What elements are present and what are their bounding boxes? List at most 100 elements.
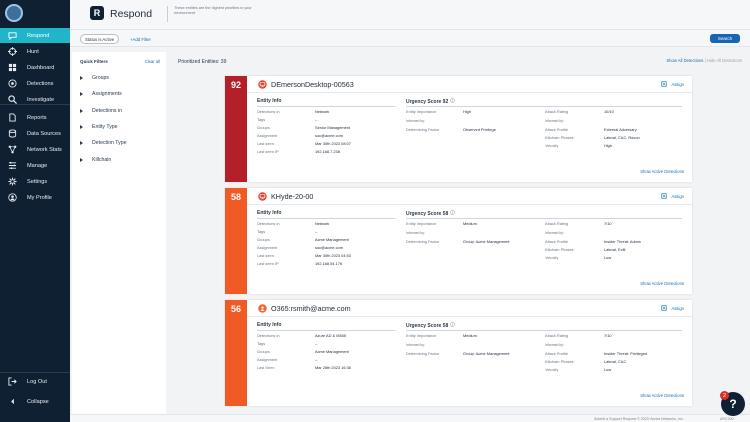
reports-icon bbox=[8, 113, 17, 122]
entity-card[interactable]: 56 O365:rsmith@acme.com Assign Entity Info D… bbox=[225, 300, 692, 406]
nav-divider bbox=[0, 104, 70, 105]
version-label: ARC200 bbox=[720, 417, 734, 421]
assign-button[interactable]: Assign bbox=[661, 81, 684, 87]
determining-factor-label: Determining Factor bbox=[406, 351, 440, 356]
nav-item-reports[interactable]: Reports bbox=[0, 110, 70, 125]
nav-item-label: My Profile bbox=[27, 194, 52, 201]
quick-filter-label: Detection Type bbox=[92, 140, 127, 147]
show-all-detections-link[interactable]: Show All Detections bbox=[666, 58, 704, 63]
quick-filter-label: Entity Type bbox=[92, 123, 118, 130]
velocity-label: Velocity bbox=[545, 255, 559, 260]
urgency-score-heading: Urgency Score 58 bbox=[406, 322, 456, 329]
info-label: Detections in bbox=[257, 333, 280, 338]
entity-name[interactable]: KHyde-20-00 bbox=[271, 192, 314, 201]
info-value: -- bbox=[315, 341, 318, 346]
nav-item-respond[interactable]: Respond bbox=[0, 28, 70, 43]
card-divider bbox=[247, 204, 692, 205]
sidebar: Respond Hunt Dashboard Detections Investigat… bbox=[0, 0, 70, 422]
entity-name[interactable]: O365:rsmith@acme.com bbox=[271, 304, 351, 313]
nav-item-manage[interactable]: Manage bbox=[0, 158, 70, 173]
logout-icon bbox=[8, 377, 17, 386]
urgency-score-heading: Urgency Score 92 bbox=[406, 98, 456, 105]
nav-item-log-out[interactable]: Log Out bbox=[0, 374, 70, 389]
info-value: Mar 30th 2023 04:53 bbox=[315, 253, 351, 258]
info-value: -- bbox=[315, 357, 318, 362]
entity-card[interactable]: 92 DEmersonDesktop-00563 Assign Entity Info… bbox=[225, 76, 692, 182]
status-filter-chip[interactable]: Status is Active bbox=[80, 34, 120, 44]
quick-filter-detection-type[interactable]: Detection Type bbox=[80, 140, 127, 146]
filter-bar: Status is Active +Add Filter Search bbox=[70, 30, 750, 47]
expand-arrow-icon bbox=[80, 92, 83, 97]
quick-filters-title: Quick Filters bbox=[80, 59, 108, 64]
info-value: Network bbox=[315, 221, 330, 226]
nav-item-collapse[interactable]: Collapse bbox=[0, 394, 70, 409]
dashboard-icon bbox=[8, 63, 17, 72]
info-label: Last seen bbox=[257, 141, 274, 146]
urgency-score-label: Urgency Score 58 bbox=[406, 322, 449, 329]
info-value: Senior Management bbox=[315, 125, 351, 130]
info-value: soc@acme.com bbox=[315, 245, 343, 250]
card-divider bbox=[247, 316, 692, 317]
info-value: Acme Management bbox=[315, 237, 349, 242]
app-logo[interactable] bbox=[5, 4, 23, 22]
show-active-detections-link[interactable]: Show Active Detections bbox=[640, 393, 684, 398]
section-divider bbox=[257, 106, 395, 107]
info-label: Last Seen bbox=[257, 365, 275, 370]
attack-rating-value: 7/10 bbox=[604, 333, 612, 338]
info-value: Mar 28th 2023 16:38 bbox=[315, 365, 351, 370]
hide-all-detections-link[interactable]: Hide All Detections bbox=[706, 58, 742, 63]
page-title: Respond bbox=[110, 8, 153, 20]
nav-item-data-sources[interactable]: Data Sources bbox=[0, 126, 70, 141]
assign-icon bbox=[661, 81, 668, 87]
section-divider bbox=[257, 330, 395, 331]
attack-rating-value: 10/10 bbox=[604, 109, 614, 114]
urgency-score-badge: 92 bbox=[225, 76, 247, 182]
killchain-phases-value: Lateral, C&C bbox=[604, 359, 627, 364]
assign-label: Assign bbox=[671, 193, 684, 199]
respond-logo-icon: R bbox=[90, 6, 104, 20]
quick-filter-killchain[interactable]: Killchain bbox=[80, 157, 111, 163]
show-active-detections-link[interactable]: Show Active Detections bbox=[640, 169, 684, 174]
info-value: Azure AD & M365 bbox=[315, 333, 346, 338]
nav-item-investigate[interactable]: Investigate bbox=[0, 92, 70, 107]
assign-button[interactable]: Assign bbox=[661, 305, 684, 311]
killchain-phases-label: Killchain Phases bbox=[545, 135, 574, 140]
info-value: Network bbox=[315, 109, 330, 114]
nav-item-settings[interactable]: Settings bbox=[0, 174, 70, 189]
assign-button[interactable]: Assign bbox=[661, 193, 684, 199]
detections-toggle: Show All Detections | Hide All Detection… bbox=[666, 58, 742, 63]
info-icon bbox=[450, 210, 456, 217]
informed-by-label: Informed by: bbox=[545, 343, 564, 347]
nav-item-hunt[interactable]: Hunt bbox=[0, 44, 70, 59]
entity-importance-label: Entity Importance bbox=[406, 109, 437, 114]
entity-card[interactable]: 58 KHyde-20-00 Assign Entity Info Detections… bbox=[225, 188, 692, 294]
quick-filter-detections-in[interactable]: Detections in bbox=[80, 108, 122, 114]
attack-profile-value: Insider Threat: Admin bbox=[604, 239, 641, 244]
entity-name[interactable]: DEmersonDesktop-00563 bbox=[271, 80, 354, 89]
nav-item-detections[interactable]: Detections bbox=[0, 76, 70, 91]
nav-item-dashboard[interactable]: Dashboard bbox=[0, 60, 70, 75]
show-active-detections-link[interactable]: Show Active Detections bbox=[640, 281, 684, 286]
expand-arrow-icon bbox=[80, 76, 83, 80]
quick-filter-assignments[interactable]: Assignments bbox=[80, 91, 122, 97]
clear-all-link[interactable]: Clear all bbox=[144, 59, 160, 64]
search-button[interactable]: Search bbox=[710, 34, 740, 43]
nav-item-label: Log Out bbox=[27, 378, 47, 385]
quick-filter-entity-type[interactable]: Entity Type bbox=[80, 124, 118, 130]
quick-filter-groups[interactable]: Groups bbox=[80, 75, 109, 81]
entity-importance-value: Medium bbox=[463, 221, 477, 226]
entity-importance-value: Medium bbox=[463, 333, 477, 338]
nav-item-my-profile[interactable]: My Profile bbox=[0, 190, 70, 205]
header: R Respond These entities are the highest… bbox=[70, 0, 750, 30]
search-icon bbox=[8, 95, 17, 104]
informed-by-label: Informed by: bbox=[406, 231, 425, 235]
attack-profile-label: Attack Profile bbox=[545, 239, 568, 244]
nav-item-label: Respond bbox=[27, 32, 50, 39]
respond-icon bbox=[8, 31, 17, 40]
velocity-value: Low bbox=[604, 255, 612, 260]
support-link[interactable]: Submit a Support Request © 2023 Vectra N… bbox=[594, 417, 684, 421]
determining-factor-value: Observed Privilege bbox=[463, 127, 496, 132]
add-filter-button[interactable]: +Add Filter bbox=[130, 36, 151, 42]
nav-item-network-stats[interactable]: Network Stats bbox=[0, 142, 70, 157]
